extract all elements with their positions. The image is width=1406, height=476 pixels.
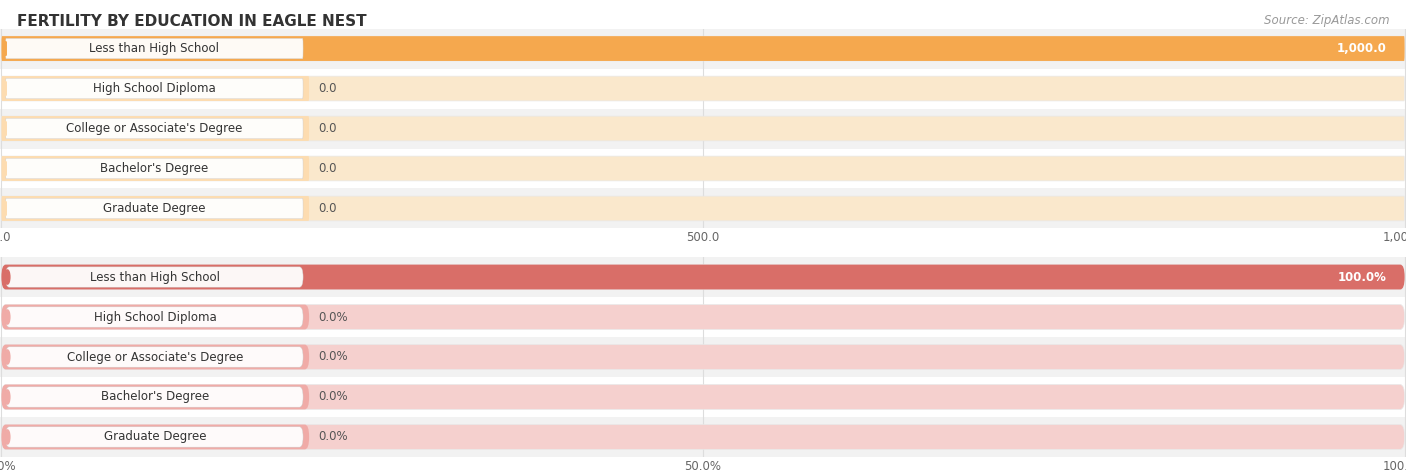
Text: 0.0: 0.0 [318, 202, 336, 215]
FancyBboxPatch shape [0, 109, 1406, 149]
Text: Bachelor's Degree: Bachelor's Degree [100, 162, 208, 175]
FancyBboxPatch shape [6, 119, 304, 139]
Text: Source: ZipAtlas.com: Source: ZipAtlas.com [1264, 14, 1389, 27]
FancyBboxPatch shape [1, 345, 309, 369]
FancyBboxPatch shape [0, 69, 1406, 109]
FancyBboxPatch shape [0, 377, 1406, 417]
Circle shape [4, 350, 10, 364]
FancyBboxPatch shape [0, 257, 1406, 297]
FancyBboxPatch shape [1, 345, 1405, 369]
FancyBboxPatch shape [1, 196, 309, 221]
FancyBboxPatch shape [0, 188, 1406, 228]
Text: Graduate Degree: Graduate Degree [104, 430, 207, 444]
Text: Bachelor's Degree: Bachelor's Degree [101, 390, 209, 404]
FancyBboxPatch shape [6, 427, 304, 447]
FancyBboxPatch shape [1, 305, 1405, 329]
FancyBboxPatch shape [0, 337, 1406, 377]
FancyBboxPatch shape [1, 425, 1405, 449]
FancyBboxPatch shape [6, 79, 304, 99]
FancyBboxPatch shape [0, 149, 1406, 188]
FancyBboxPatch shape [1, 196, 1405, 221]
Text: High School Diploma: High School Diploma [94, 310, 217, 324]
FancyBboxPatch shape [1, 36, 1405, 61]
FancyBboxPatch shape [1, 76, 1405, 101]
Text: 0.0: 0.0 [318, 162, 336, 175]
Text: Less than High School: Less than High School [90, 42, 219, 55]
FancyBboxPatch shape [0, 417, 1406, 457]
FancyBboxPatch shape [6, 267, 304, 287]
Text: College or Associate's Degree: College or Associate's Degree [67, 350, 243, 364]
FancyBboxPatch shape [0, 297, 1406, 337]
FancyBboxPatch shape [1, 116, 1405, 141]
FancyBboxPatch shape [1, 36, 1405, 61]
FancyBboxPatch shape [1, 76, 309, 101]
Text: High School Diploma: High School Diploma [93, 82, 215, 95]
FancyBboxPatch shape [1, 156, 1405, 181]
FancyBboxPatch shape [1, 305, 309, 329]
FancyBboxPatch shape [6, 198, 304, 218]
Text: FERTILITY BY EDUCATION IN EAGLE NEST: FERTILITY BY EDUCATION IN EAGLE NEST [17, 14, 367, 30]
Text: Less than High School: Less than High School [90, 270, 221, 284]
FancyBboxPatch shape [1, 156, 309, 181]
FancyBboxPatch shape [6, 307, 304, 327]
FancyBboxPatch shape [1, 265, 1405, 289]
FancyBboxPatch shape [6, 387, 304, 407]
Text: 0.0: 0.0 [318, 82, 336, 95]
FancyBboxPatch shape [6, 347, 304, 367]
Circle shape [4, 430, 10, 444]
FancyBboxPatch shape [6, 159, 304, 178]
Circle shape [4, 310, 10, 324]
FancyBboxPatch shape [1, 265, 1405, 289]
Text: 0.0%: 0.0% [318, 430, 347, 444]
Text: 0.0: 0.0 [318, 122, 336, 135]
FancyBboxPatch shape [1, 425, 309, 449]
Circle shape [4, 270, 10, 284]
FancyBboxPatch shape [1, 116, 309, 141]
Text: 0.0%: 0.0% [318, 390, 347, 404]
FancyBboxPatch shape [1, 385, 309, 409]
Circle shape [4, 390, 10, 404]
Text: Graduate Degree: Graduate Degree [103, 202, 205, 215]
Text: 1,000.0: 1,000.0 [1337, 42, 1386, 55]
Text: College or Associate's Degree: College or Associate's Degree [66, 122, 243, 135]
Text: 100.0%: 100.0% [1337, 270, 1386, 284]
Text: 0.0%: 0.0% [318, 310, 347, 324]
FancyBboxPatch shape [1, 385, 1405, 409]
Text: 0.0%: 0.0% [318, 350, 347, 364]
FancyBboxPatch shape [6, 39, 304, 59]
FancyBboxPatch shape [0, 29, 1406, 69]
